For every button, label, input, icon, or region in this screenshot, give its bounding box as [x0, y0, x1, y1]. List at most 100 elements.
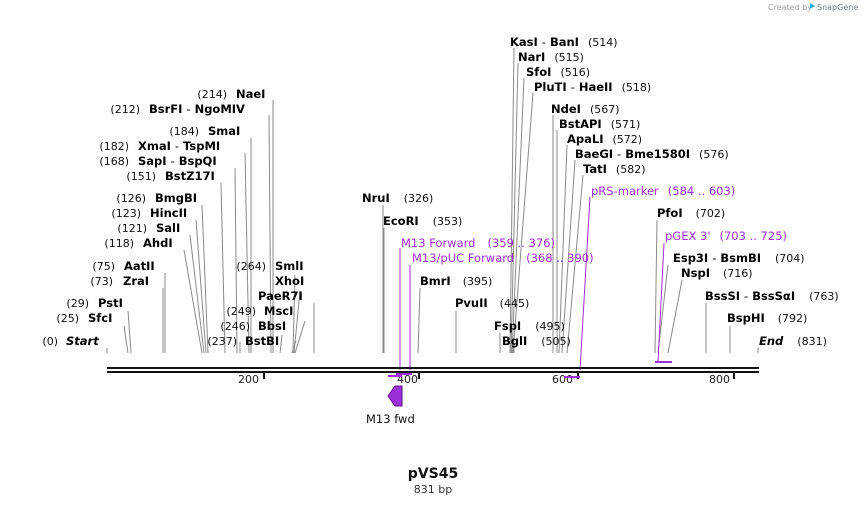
- primer-m13-forward[interactable]: M13 Forward (359 .. 376): [401, 236, 555, 250]
- svg-text:MscI: MscI: [264, 304, 293, 318]
- site-paer7i[interactable]: PaeR7I: [258, 289, 303, 303]
- svg-text:(214): (214): [197, 88, 227, 101]
- site-smli[interactable]: (264) SmlI: [236, 259, 303, 273]
- svg-text:BstBI: BstBI: [245, 334, 279, 348]
- svg-text:pGEX 3'(703 .. 725): pGEX 3' (703 .. 725): [665, 229, 787, 243]
- svg-text:PfoI(702): PfoI (702): [657, 206, 725, 220]
- svg-text:TatI(582): TatI (582): [583, 162, 646, 176]
- site-bgli[interactable]: BglI (505): [502, 334, 571, 348]
- site-pvuii[interactable]: PvuII (445): [455, 296, 529, 310]
- site-apali[interactable]: ApaLI (572): [567, 132, 642, 146]
- site-sali[interactable]: (121) SalI: [117, 221, 180, 235]
- svg-text:(168): (168): [99, 155, 129, 168]
- plasmid-title: pVS45: [408, 466, 458, 482]
- leader-lines: [106, 47, 759, 371]
- svg-text:(29): (29): [66, 297, 89, 310]
- svg-text:(237): (237): [207, 335, 237, 348]
- site-naei[interactable]: (214) NaeI: [197, 87, 265, 101]
- svg-text:ZraI: ZraI: [123, 274, 149, 288]
- site-ndei[interactable]: NdeI (567): [551, 102, 620, 116]
- svg-text:pRS-marker(584 .. 603): pRS-marker (584 .. 603): [591, 184, 735, 198]
- primer-pgex3[interactable]: pGEX 3' (703 .. 725): [665, 229, 787, 243]
- svg-text:BglI(505): BglI (505): [502, 334, 571, 348]
- svg-text:(151): (151): [126, 170, 156, 183]
- svg-text:PluTI-HaeII(518): PluTI - HaeII (518): [534, 80, 651, 94]
- site-msci[interactable]: (249) MscI: [226, 304, 293, 318]
- site-bsphi[interactable]: BspHI (792): [727, 311, 807, 325]
- svg-text:BmrI(395): BmrI (395): [420, 274, 492, 288]
- svg-text:(0): (0): [42, 335, 58, 348]
- site-sfci[interactable]: (25) SfcI: [56, 311, 112, 325]
- svg-text:(249): (249): [226, 305, 256, 318]
- site-hincii[interactable]: (123) HincII: [111, 206, 187, 220]
- svg-text:PvuII(445): PvuII (445): [455, 296, 529, 310]
- svg-text:NaeI: NaeI: [236, 87, 265, 101]
- site-bsrfi[interactable]: (212) BsrFI - NgoMIV: [110, 102, 245, 116]
- backbone: [107, 367, 759, 373]
- svg-text:End(831): End (831): [759, 334, 827, 348]
- site-sapi[interactable]: (168) SapI - BspQI: [99, 154, 216, 168]
- svg-text:SmlI: SmlI: [275, 259, 304, 273]
- svg-text:(118): (118): [104, 237, 134, 250]
- svg-text:Start: Start: [66, 334, 99, 348]
- site-kasi[interactable]: KasI - BanI (514): [510, 35, 618, 49]
- feature-label: M13 fwd: [366, 412, 415, 426]
- site-baegi[interactable]: BaeGI - Bme1580I (576): [575, 147, 729, 161]
- site-bstapi[interactable]: BstAPI (571): [559, 117, 640, 131]
- site-bsssi[interactable]: BssSI - BssSαI (763): [705, 289, 839, 303]
- svg-text:(212): (212): [110, 103, 140, 116]
- site-ecori[interactable]: EcoRI (353): [383, 214, 462, 228]
- axis-ticks: 200 400 600 800: [238, 373, 735, 386]
- site-nrui[interactable]: NruI (326): [362, 191, 433, 205]
- svg-text:XhoI: XhoI: [275, 274, 304, 288]
- svg-text:(182): (182): [99, 140, 129, 153]
- site-nari[interactable]: NarI (515): [518, 50, 584, 64]
- site-nspi[interactable]: NspI (716): [681, 266, 753, 280]
- svg-text:FspI(495): FspI (495): [494, 319, 565, 333]
- site-bstbi[interactable]: (237) BstBI: [207, 334, 279, 348]
- created-by-text: Created by: [768, 3, 812, 12]
- svg-text:(25): (25): [56, 312, 79, 325]
- site-ahdi[interactable]: (118) AhdI: [104, 236, 172, 250]
- svg-text:NdeI(567): NdeI (567): [551, 102, 620, 116]
- svg-text:(75): (75): [92, 260, 115, 273]
- svg-text:BaeGI-Bme1580I(576): BaeGI - Bme1580I (576): [575, 147, 729, 161]
- site-bbsi[interactable]: (246) BbsI: [220, 319, 286, 333]
- site-sfoi[interactable]: SfoI (516): [526, 65, 590, 79]
- site-pfoi[interactable]: PfoI (702): [657, 206, 725, 220]
- site-esp3i[interactable]: Esp3I - BsmBI (704): [673, 251, 805, 265]
- site-bmgbi[interactable]: (126) BmgBI: [116, 191, 197, 205]
- svg-text:(246): (246): [220, 320, 250, 333]
- svg-text:PaeR7I: PaeR7I: [258, 289, 303, 303]
- site-zrai[interactable]: (73) ZraI: [90, 274, 149, 288]
- snapgene-brand: SnapGene: [817, 3, 858, 12]
- primer-bars: [388, 361, 672, 378]
- site-xhoi[interactable]: XhoI: [275, 274, 304, 288]
- primer-m13-puc-forward[interactable]: M13/pUC Forward (368 .. 390): [412, 251, 594, 265]
- svg-text:(123): (123): [111, 207, 141, 220]
- svg-text:SfcI: SfcI: [88, 311, 112, 325]
- svg-text:NspI(716): NspI (716): [681, 266, 753, 280]
- svg-text:(121): (121): [117, 222, 147, 235]
- svg-text:BstZ17I: BstZ17I: [165, 169, 215, 183]
- site-tati[interactable]: TatI (582): [583, 162, 646, 176]
- svg-text:BspHI(792): BspHI (792): [727, 311, 807, 325]
- svg-text:SapI-BspQI: SapI - BspQI: [138, 154, 217, 168]
- tick-label-400: 400: [397, 373, 418, 386]
- svg-text:Esp3I-BsmBI(704): Esp3I - BsmBI (704): [673, 251, 805, 265]
- site-psti[interactable]: (29) PstI: [66, 296, 122, 310]
- site-bstz17i[interactable]: (151) BstZ17I: [126, 169, 214, 183]
- svg-text:AhdI: AhdI: [143, 236, 173, 250]
- svg-text:AatII: AatII: [124, 259, 155, 273]
- site-aatii[interactable]: (75) AatII: [92, 259, 154, 273]
- m13-fwd-feature[interactable]: M13 fwd: [366, 385, 415, 426]
- site-fspi[interactable]: FspI (495): [494, 319, 565, 333]
- primer-prs-marker[interactable]: pRS-marker (584 .. 603): [591, 184, 735, 198]
- svg-text:HincII: HincII: [150, 206, 187, 220]
- site-xmai[interactable]: (182) XmaI - TspMI: [99, 139, 220, 153]
- snapgene-logo-icon: [810, 3, 815, 9]
- site-pluti[interactable]: PluTI - HaeII (518): [534, 80, 651, 94]
- site-bmri[interactable]: BmrI (395): [420, 274, 492, 288]
- site-smai[interactable]: (184) SmaI: [169, 124, 240, 138]
